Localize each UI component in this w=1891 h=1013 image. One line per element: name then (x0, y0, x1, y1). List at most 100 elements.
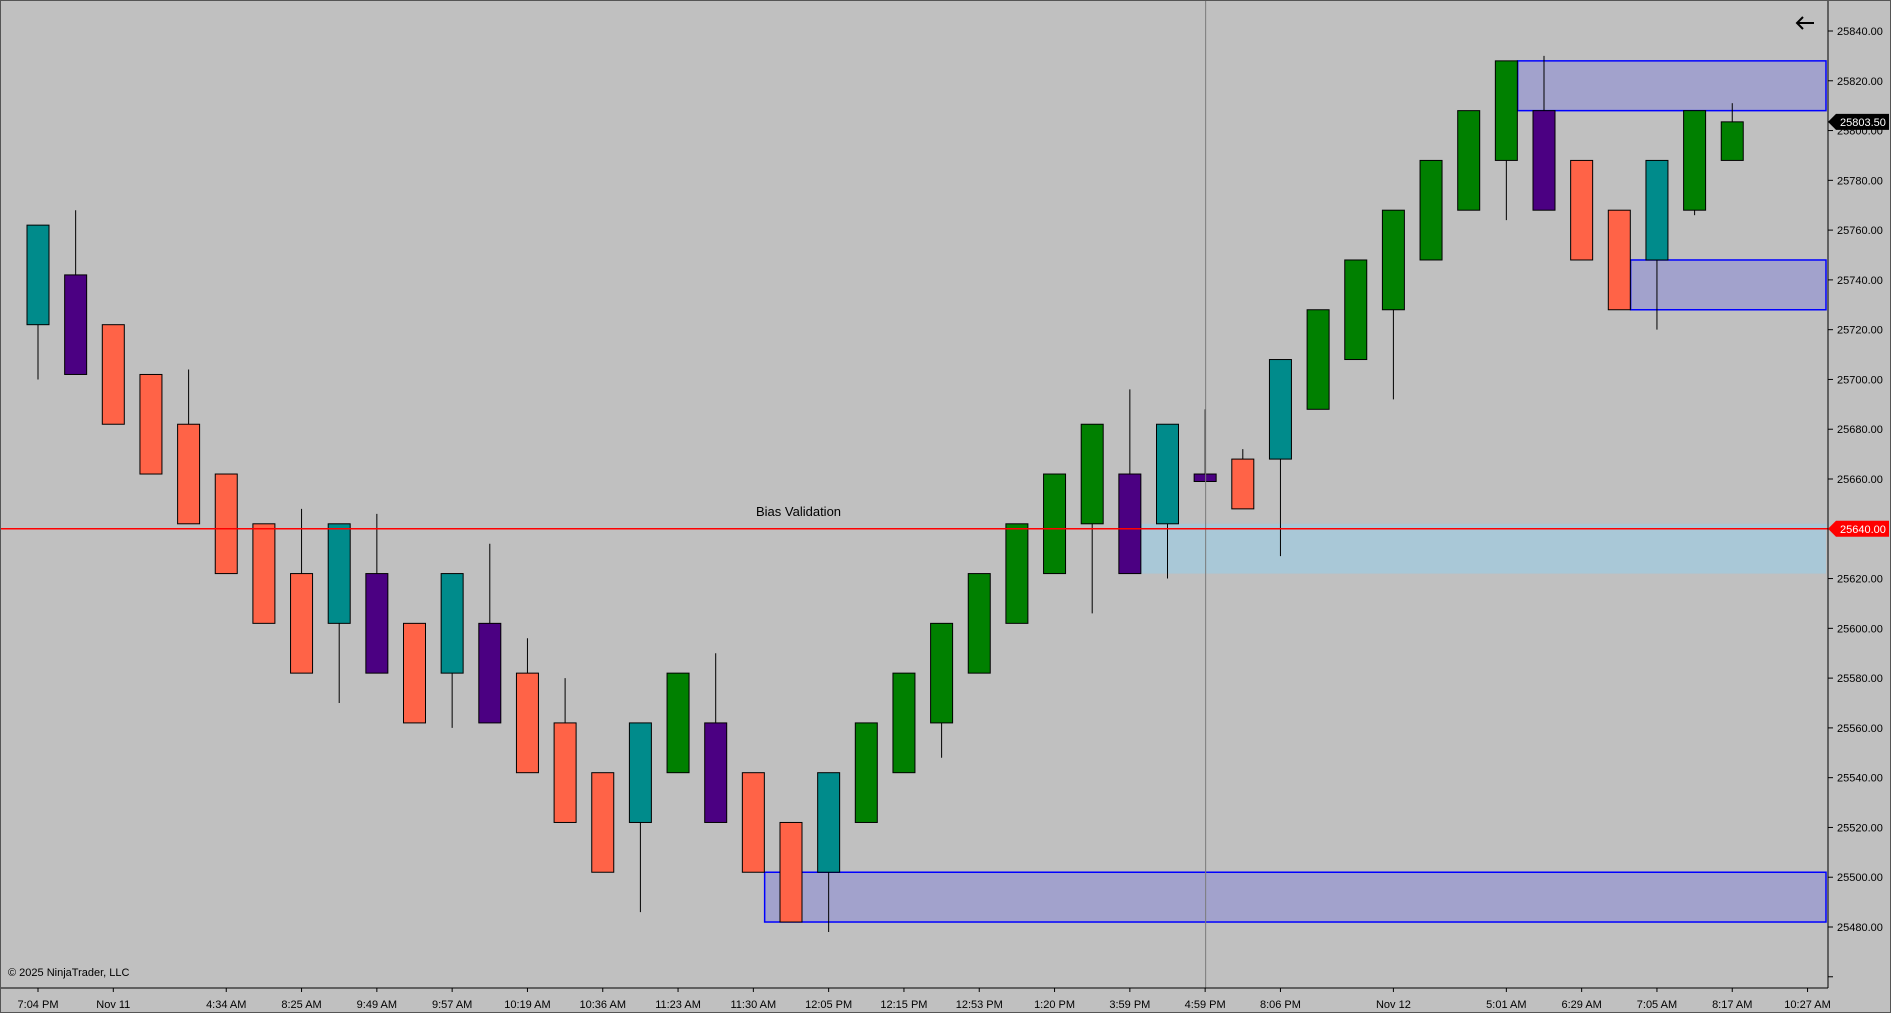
candle[interactable] (1005, 523, 1029, 624)
candle[interactable] (252, 523, 276, 624)
y-tick-label: 25520.00 (1837, 822, 1883, 834)
zone-rect[interactable] (1516, 60, 1827, 112)
x-tick-label: 11:30 AM (731, 999, 777, 1011)
candle[interactable] (854, 722, 878, 823)
candle[interactable] (290, 508, 314, 674)
y-tick-label: 25820.00 (1837, 76, 1883, 88)
candle[interactable] (403, 622, 426, 724)
x-tick-label: 3:59 PM (1109, 999, 1150, 1011)
candle-body (666, 672, 690, 774)
back-arrow-button[interactable] (1790, 8, 1822, 38)
x-tick-label: 12:53 PM (956, 999, 1003, 1011)
y-tick-label: 25480.00 (1837, 922, 1883, 934)
candle[interactable] (327, 523, 351, 703)
x-tick-label: 1:20 PM (1034, 999, 1075, 1011)
candle[interactable] (177, 369, 201, 525)
candle[interactable] (1118, 389, 1142, 575)
candle[interactable] (553, 678, 577, 823)
candle[interactable] (817, 772, 841, 932)
candle-body (515, 672, 539, 774)
x-tick-label: 5:01 AM (1486, 999, 1526, 1011)
candle[interactable] (1344, 259, 1368, 361)
candle[interactable] (26, 224, 50, 380)
candle-body (478, 622, 502, 724)
candle[interactable] (1720, 103, 1744, 161)
candle[interactable] (666, 672, 690, 774)
candle[interactable] (1683, 110, 1707, 216)
candle-body (817, 772, 841, 873)
zone-rect[interactable] (1141, 523, 1826, 574)
candles-layer (26, 55, 1744, 932)
candle[interactable] (365, 513, 389, 674)
candle[interactable] (1457, 110, 1481, 211)
candle[interactable] (1231, 449, 1255, 510)
candle[interactable] (628, 722, 652, 913)
candle[interactable] (478, 543, 502, 724)
candle[interactable] (967, 573, 991, 674)
candle-body (1494, 60, 1518, 161)
candle[interactable] (1419, 159, 1443, 261)
candle-body (930, 622, 954, 724)
candle[interactable] (1080, 423, 1104, 614)
candle-body (214, 473, 238, 575)
y-tick-label: 25780.00 (1837, 175, 1883, 187)
candle-body (704, 722, 728, 823)
candle[interactable] (1570, 159, 1594, 261)
candle-body (1645, 159, 1669, 261)
candle[interactable] (139, 373, 163, 475)
candle[interactable] (930, 622, 954, 758)
candle[interactable] (1156, 423, 1179, 579)
candle[interactable] (440, 573, 464, 728)
candle[interactable] (214, 473, 238, 575)
candle-body (252, 523, 276, 624)
candle-body (854, 722, 878, 823)
candle[interactable] (1268, 359, 1292, 557)
candle[interactable] (64, 210, 88, 375)
y-axis[interactable]: 25840.0025820.0025800.0025780.0025760.00… (1828, 26, 1883, 978)
candle[interactable] (1381, 209, 1405, 400)
candle[interactable] (591, 772, 615, 873)
y-tick-label: 25600.00 (1837, 623, 1883, 635)
x-tick-label: 4:34 AM (206, 999, 246, 1011)
x-tick-label: 4:59 PM (1185, 999, 1226, 1011)
candle-body (967, 573, 991, 674)
candle[interactable] (1607, 209, 1631, 311)
candle-body (591, 772, 615, 873)
candle[interactable] (892, 672, 916, 774)
zone-rect[interactable] (763, 871, 1827, 923)
back-arrow-icon (1795, 16, 1814, 30)
candle[interactable] (101, 324, 125, 425)
candle-body (1344, 259, 1368, 361)
x-tick-label: 9:49 AM (357, 999, 397, 1011)
candle-body (1720, 121, 1744, 161)
candle-body (1043, 473, 1067, 575)
price-marker-label: 25640.00 (1840, 524, 1886, 536)
y-tick-label: 25680.00 (1837, 424, 1883, 436)
x-tick-label: 7:05 AM (1637, 999, 1677, 1011)
candle[interactable] (1043, 473, 1067, 575)
x-tick-label: 12:05 PM (805, 999, 852, 1011)
y-tick-label: 25740.00 (1837, 275, 1883, 287)
candle[interactable] (1532, 55, 1556, 211)
y-tick-label: 25760.00 (1837, 225, 1883, 237)
candle[interactable] (1645, 159, 1669, 330)
candle-body (892, 672, 916, 774)
candle-body (1080, 423, 1104, 525)
x-axis[interactable]: 7:04 PM Nov 11 4:34 AM 8:25 AM 9:49 AM 9:57 A… (18, 988, 1831, 1011)
candle[interactable] (1306, 309, 1330, 410)
y-tick-label: 25840.00 (1837, 26, 1883, 38)
candle[interactable] (704, 653, 728, 823)
x-tick-label: 8:17 AM (1712, 999, 1752, 1011)
candle-body (365, 573, 389, 674)
candle[interactable] (741, 772, 765, 873)
zone-rect[interactable] (1629, 259, 1827, 311)
y-tick-label: 25540.00 (1837, 773, 1883, 785)
candle[interactable] (1494, 60, 1518, 221)
y-tick-label: 25620.00 (1837, 574, 1883, 586)
y-tick-label: 25560.00 (1837, 723, 1883, 735)
candle[interactable] (779, 821, 803, 923)
candle[interactable] (515, 638, 539, 774)
